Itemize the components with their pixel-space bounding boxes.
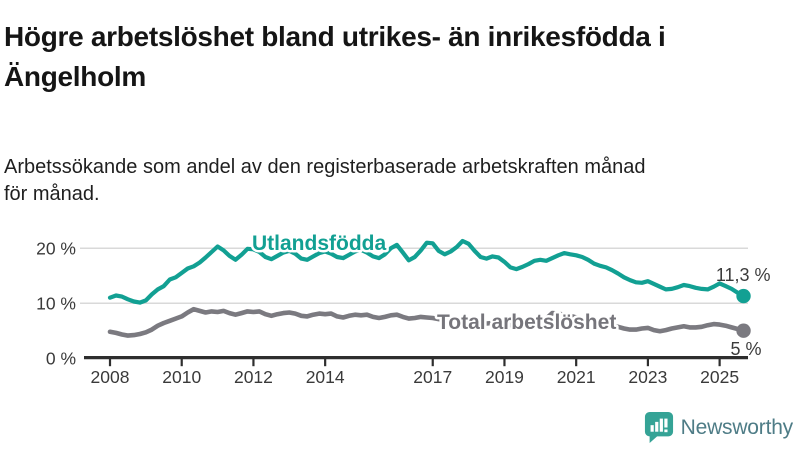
page-title-line-2: Ängelholm [4,60,146,92]
series-end-dot-total-arbetsloshet [736,323,751,338]
x-tick-label: 2012 [234,367,273,387]
end-value-label-total-arbetsloshet: 5 % [731,339,762,359]
chart-subtitle-line-2: för månad. [4,183,100,205]
series-end-dot-utlandsfodda [736,288,751,304]
x-tick-label: 2025 [700,367,739,387]
newsworthy-chart-bubble-icon [644,412,673,443]
x-tick-label: 2014 [306,367,345,387]
newsworthy-logo[interactable]: Newsworthy [644,411,793,444]
series-label-total-arbetsloshet: Total arbetslöshet [437,311,616,334]
x-tick-label: 2017 [413,367,452,387]
x-tick-label: 2021 [557,367,596,387]
series-line-utlandsfodda [107,238,746,305]
unemployment-line-chart: 0 % 10 % 20 % 2008 2010 2012 2014 2017 2019 2021 2… [36,230,771,388]
x-tick-label: 2019 [485,367,524,387]
page-title-line-1: Högre arbetslöshet bland utrikes- än inr… [4,20,666,52]
chart-subtitle: Arbetssökande som andel av den registerb… [4,154,784,208]
series-label-utlandsfodda: Utlandsfödda [252,232,386,255]
y-tick-label: 20 % [36,238,76,258]
y-tick-label: 10 % [36,293,76,313]
newsworthy-brand-name: Newsworthy [680,415,794,439]
x-tick-label: 2010 [162,367,201,387]
end-value-label-utlandsfodda: 11,3 % [716,265,771,285]
series-line-total-arbetsloshet [107,306,746,338]
x-tick-label: 2008 [91,367,130,387]
y-tick-label: 0 % [46,348,76,368]
chart-subtitle-line-1: Arbetssökande som andel av den registerb… [4,156,646,178]
x-tick-label: 2023 [628,367,667,387]
page-title: Högre arbetslöshet bland utrikes- än inr… [4,17,796,97]
